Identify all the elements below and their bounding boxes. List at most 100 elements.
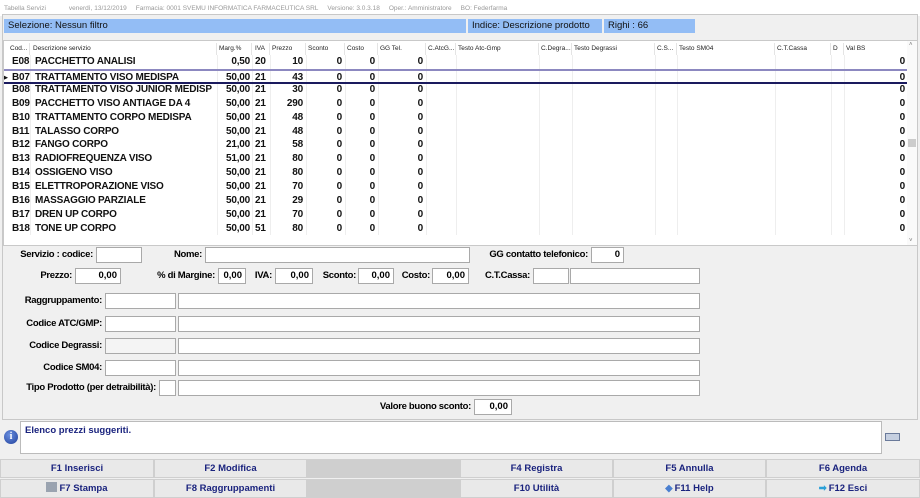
- cassa-code-input[interactable]: [533, 268, 569, 284]
- cell-gg-tel: 0: [417, 153, 423, 165]
- table-row[interactable]: B11 TALASSO CORPO 50,00 21 48 0 0 0 0: [4, 125, 908, 139]
- column-header-c-atcg[interactable]: C.AtcG...: [426, 43, 456, 55]
- column-header-c-degrassi[interactable]: C.Degra...: [539, 43, 572, 55]
- column-header-cod[interactable]: Cod...: [8, 43, 30, 55]
- scroll-down-icon[interactable]: ˅: [909, 238, 913, 244]
- cell-val-bs: 0: [899, 222, 905, 234]
- index-label[interactable]: Indice: Descrizione prodotto: [468, 19, 602, 33]
- cell-iva: 21: [255, 195, 266, 206]
- filter-selection[interactable]: Selezione: Nessun filtro: [4, 19, 466, 33]
- keyboard-icon[interactable]: [885, 433, 900, 441]
- f12-esci-button[interactable]: ➡ F12 Esci: [766, 479, 920, 498]
- cell-iva: 21: [255, 111, 266, 123]
- gg-input[interactable]: 0: [591, 247, 624, 263]
- table-row[interactable]: ▶ B07 TRATTAMENTO VISO MEDISPA 50,00 21 43 0 0 0…: [4, 68, 908, 84]
- iva-input[interactable]: 0,00: [275, 268, 313, 284]
- column-divider: [655, 55, 656, 235]
- table-row[interactable]: B10 TRATTAMENTO CORPO MEDISPA 50,00 21 48 0 0 0…: [4, 111, 908, 125]
- f4-registra-button[interactable]: F4 Registra: [460, 459, 613, 478]
- margine-input[interactable]: 0,00: [218, 268, 246, 284]
- raggruppamento-desc-input[interactable]: [178, 293, 700, 309]
- atc-code-input[interactable]: [105, 316, 176, 332]
- table-row[interactable]: B16 MASSAGGIO PARZIALE 50,00 21 29 0 0 0 0: [4, 194, 908, 208]
- column-header-c-s[interactable]: C.S...: [655, 43, 677, 55]
- cell-iva: 20: [255, 56, 266, 67]
- scroll-thumb[interactable]: [908, 139, 916, 147]
- column-header-prezzo[interactable]: Prezzo: [270, 43, 306, 55]
- table-row[interactable]: B08 TRATTAMENTO VISO JUNIOR MEDISP 50,00 21…: [4, 83, 908, 97]
- cell-iva: 51: [255, 222, 266, 234]
- cell-sconto: 0: [336, 125, 342, 137]
- column-header-testo-sm04[interactable]: Testo SM04: [677, 43, 775, 55]
- codice-input[interactable]: [96, 247, 142, 263]
- column-header-margine[interactable]: Marg.%: [217, 43, 252, 55]
- cell-gg-tel: 0: [417, 97, 423, 109]
- f1-inserisci-button[interactable]: F1 Inserisci: [0, 459, 154, 478]
- f2-modifica-button[interactable]: F2 Modifica: [154, 459, 307, 478]
- cell-iva: 21: [255, 97, 266, 109]
- f8-raggruppamenti-button[interactable]: F8 Raggruppamenti: [154, 479, 307, 498]
- column-divider: [378, 55, 379, 235]
- column-header-iva[interactable]: IVA: [253, 43, 270, 55]
- sm04-desc-input[interactable]: [178, 360, 700, 376]
- column-header-testo-degrassi[interactable]: Testo Degrassi: [572, 43, 655, 55]
- scroll-up-icon[interactable]: ˄: [909, 42, 913, 48]
- cell-iva: 21: [255, 167, 266, 179]
- cassa-desc-input[interactable]: [570, 268, 700, 284]
- nome-input[interactable]: [205, 247, 470, 263]
- sconto-input[interactable]: 0,00: [358, 268, 394, 284]
- cell-cod: B10: [12, 111, 30, 123]
- prezzo-input[interactable]: 0,00: [75, 268, 121, 284]
- cell-margine: 50,00: [225, 181, 250, 193]
- table-row[interactable]: B15 ELETTROPORAZIONE VISO 50,00 21 70 0 0 0 0: [4, 180, 908, 194]
- tipo-prodotto-desc-input[interactable]: [178, 380, 700, 396]
- column-header-descrizione[interactable]: Descrizione servizio: [31, 43, 217, 55]
- cell-val-bs: 0: [899, 97, 905, 109]
- cell-val-bs: 0: [899, 153, 905, 165]
- vertical-scrollbar[interactable]: ˄ ˅: [907, 41, 917, 245]
- column-header-gg-tel[interactable]: GG Tel.: [378, 43, 426, 55]
- row-count: Righi : 66: [604, 19, 695, 33]
- buono-input[interactable]: 0,00: [474, 399, 512, 415]
- table-row[interactable]: E08 PACCHETTO ANALISI 0,50 20 10 0 0 0 0: [4, 55, 908, 69]
- f6-agenda-button[interactable]: F6 Agenda: [766, 459, 920, 478]
- column-header-sconto[interactable]: Sconto: [306, 43, 345, 55]
- f7-stampa-button[interactable]: F7 Stampa: [0, 479, 154, 498]
- column-divider: [539, 55, 540, 235]
- table-row[interactable]: B09 PACCHETTO VISO ANTIAGE DA 4 50,00 21 290…: [4, 97, 908, 111]
- f10-utilita-button[interactable]: F10 Utilità: [460, 479, 613, 498]
- column-header-c-t-cassa[interactable]: C.T.Cassa: [775, 43, 831, 55]
- column-header-val-bs[interactable]: Val BS: [844, 43, 908, 55]
- cell-costo: 0: [369, 56, 375, 67]
- cell-sconto: 0: [336, 208, 342, 220]
- atc-desc-input[interactable]: [178, 316, 700, 332]
- cell-gg-tel: 0: [417, 195, 423, 206]
- date: venerdì, 13/12/2019: [68, 4, 127, 12]
- cell-costo: 0: [369, 125, 375, 137]
- table-row[interactable]: B18 TONE UP CORPO 50,00 51 80 0 0 0 0: [4, 222, 908, 236]
- cell-margine: 50,00: [225, 222, 250, 234]
- table-row[interactable]: B17 DREN UP CORPO 50,00 21 70 0 0 0 0: [4, 208, 908, 222]
- degrassi-desc-input[interactable]: [178, 338, 700, 354]
- sm04-code-input[interactable]: [105, 360, 176, 376]
- table-row[interactable]: B14 OSSIGENO VISO 50,00 21 80 0 0 0 0: [4, 166, 908, 180]
- cell-descrizione: PACCHETTO ANALISI: [35, 56, 136, 67]
- column-header-costo[interactable]: Costo: [345, 43, 378, 55]
- cell-cod: B17: [12, 208, 30, 220]
- raggruppamento-code-input[interactable]: [105, 293, 176, 309]
- f5-annulla-button[interactable]: F5 Annulla: [613, 459, 766, 478]
- tipo-prodotto-label: Tipo Prodotto (per detraibilità):: [26, 382, 156, 393]
- costo-input[interactable]: 0,00: [432, 268, 469, 284]
- degrassi-code-input[interactable]: [105, 338, 176, 354]
- services-grid[interactable]: Cod... Descrizione servizio Marg.% IVA Prezz…: [3, 40, 918, 246]
- cell-costo: 0: [369, 195, 375, 206]
- tipo-prodotto-code-input[interactable]: [159, 380, 176, 396]
- table-row[interactable]: B13 RADIOFREQUENZA VISO 51,00 21 80 0 0 0 0: [4, 152, 908, 166]
- f11-help-button[interactable]: ◆ F11 Help: [613, 479, 766, 498]
- table-row[interactable]: B12 FANGO CORPO 21,00 21 58 0 0 0 0: [4, 138, 908, 152]
- codice-label: Servizio : codice:: [20, 249, 93, 260]
- column-divider: [844, 55, 845, 235]
- column-header-testo-atc-gmp[interactable]: Testo Atc-Gmp: [456, 43, 539, 55]
- column-header-d[interactable]: D: [831, 43, 844, 55]
- cell-sconto: 0: [336, 111, 342, 123]
